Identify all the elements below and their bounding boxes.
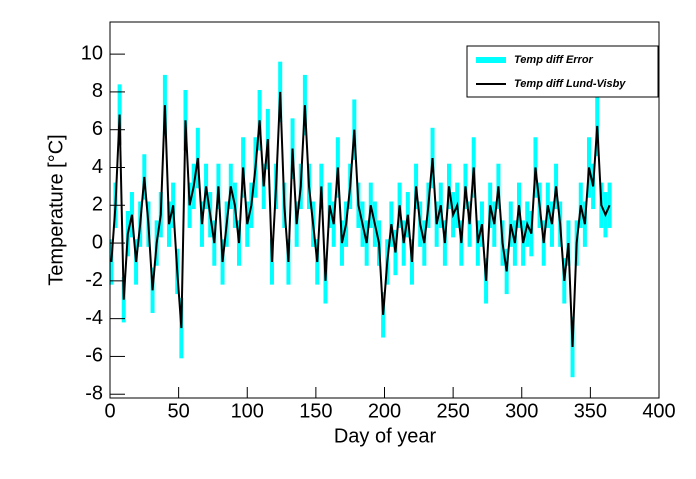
x-tick-label: 200 — [368, 400, 401, 422]
y-tick-label: 8 — [92, 80, 103, 102]
y-tick-label: -8 — [85, 383, 103, 405]
data-line — [110, 91, 611, 348]
y-tick-label: 6 — [92, 118, 103, 140]
y-tick-label: -6 — [85, 345, 103, 367]
y-tick-label: 10 — [81, 42, 103, 64]
legend-label: Temp diff Lund-Visby — [514, 78, 626, 90]
y-tick-label: -2 — [85, 269, 103, 291]
x-tick-label: 400 — [642, 400, 675, 422]
x-tick-label: 100 — [231, 400, 264, 422]
y-tick-label: -4 — [85, 307, 103, 329]
legend-box — [466, 45, 659, 98]
plot-area — [109, 61, 612, 378]
y-tick-label: 4 — [92, 156, 103, 178]
x-tick-label: 250 — [436, 400, 469, 422]
x-tick-label: 300 — [505, 400, 538, 422]
x-tick-label: 150 — [299, 400, 332, 422]
error-bar — [607, 182, 612, 228]
x-tick-label: 50 — [168, 400, 190, 422]
y-tick-label: 0 — [92, 231, 103, 253]
x-tick-label: 0 — [104, 400, 115, 422]
legend-label: Temp diff Error — [514, 54, 594, 66]
x-axis-title: Day of year — [334, 425, 437, 447]
y-axis-title: Temperature [°C] — [45, 134, 67, 285]
y-tick-label: 2 — [92, 194, 103, 216]
x-tick-label: 350 — [574, 400, 607, 422]
